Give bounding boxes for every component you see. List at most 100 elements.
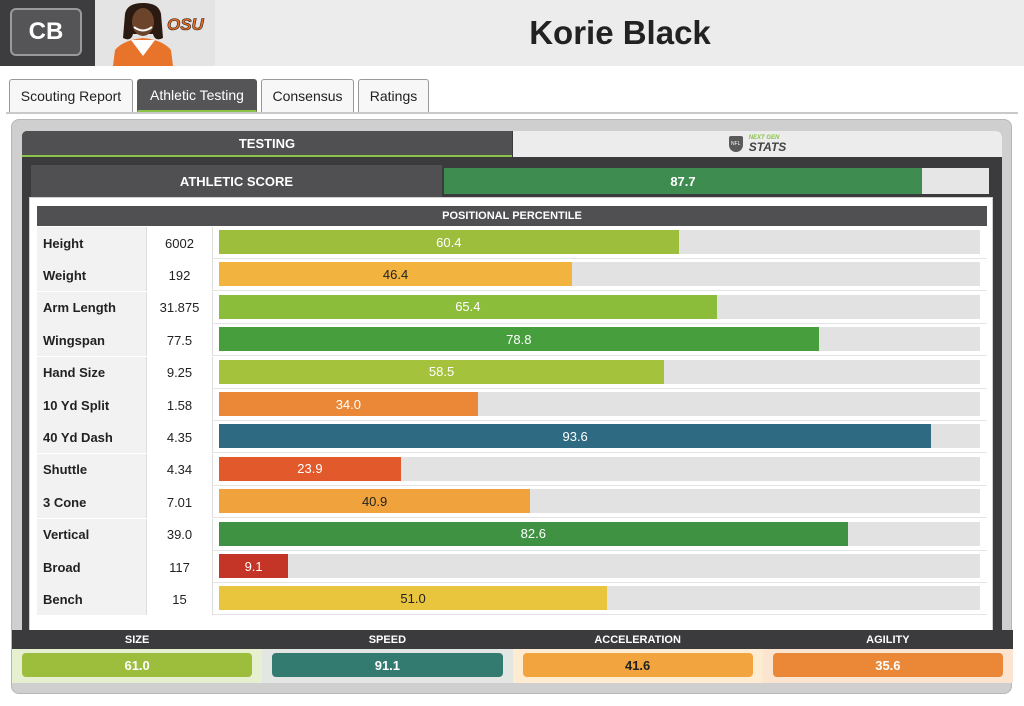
metric-row: Height 6002 60.4: [37, 227, 987, 259]
player-photo-image: [95, 0, 215, 66]
metric-name: Vertical: [37, 518, 147, 551]
summary-value: 61.0: [22, 653, 253, 677]
summary-header: SIZE SPEED ACCELERATION AGILITY: [12, 630, 1013, 649]
metric-row: 10 Yd Split 1.58 34.0: [37, 389, 987, 421]
percentile-bar: 93.6: [219, 424, 932, 449]
percentile-track: 23.9: [219, 456, 980, 481]
percentile-track: 60.4: [219, 230, 980, 254]
metric-value: 192: [147, 259, 213, 292]
percentile-bar: 78.8: [219, 327, 819, 352]
athletic-score-row: ATHLETIC SCORE 87.7: [31, 165, 989, 197]
metric-value: 4.34: [147, 453, 213, 486]
metric-row: Vertical 39.0 82.6: [37, 518, 987, 551]
testing-card: TESTING NFL NEXT GEN STATS ATHLETIC SCOR…: [22, 131, 1002, 643]
metric-row: Wingspan 77.5 78.8: [37, 324, 987, 357]
percentile-bar: 60.4: [219, 230, 679, 254]
metric-row: Arm Length 31.875 65.4: [37, 291, 987, 324]
metric-name: Weight: [37, 259, 147, 292]
ngs-small-text: NEXT GEN: [748, 135, 780, 141]
position-box: CB: [0, 0, 95, 66]
athletic-testing-panel: TESTING NFL NEXT GEN STATS ATHLETIC SCOR…: [11, 119, 1013, 694]
percentile-bar: 65.4: [219, 294, 717, 319]
metric-value: 9.25: [147, 356, 213, 389]
summary-value: 35.6: [772, 653, 1003, 677]
metric-name: Arm Length: [37, 291, 147, 324]
percentile-table: POSITIONAL PERCENTILE Height 6002 60.4 Weig…: [29, 197, 993, 632]
position-badge: CB: [10, 8, 82, 56]
percentile-bar: 9.1: [219, 554, 289, 578]
summary-cell: 61.0: [12, 649, 263, 683]
summary-row: 61.0 91.1 41.6 35.6: [12, 649, 1013, 683]
summary-value: 91.1: [272, 653, 503, 677]
metric-name: 3 Cone: [37, 486, 147, 519]
summary-cell: 35.6: [762, 649, 1013, 683]
percentile-bar: 23.9: [219, 456, 401, 481]
osu-logo-text: OSU: [167, 15, 205, 34]
subtab-testing[interactable]: TESTING: [22, 131, 512, 157]
main-tabs: Scouting Report Athletic Testing Consens…: [6, 74, 1018, 114]
metric-name: Hand Size: [37, 356, 147, 389]
metric-name: 10 Yd Split: [37, 389, 147, 421]
metric-row: 3 Cone 7.01 40.9: [37, 486, 987, 519]
tab-scouting-report[interactable]: Scouting Report: [9, 79, 133, 112]
percentile-track: 46.4: [219, 262, 980, 287]
summary-label: ACCELERATION: [594, 633, 681, 646]
metric-name: Wingspan: [37, 324, 147, 357]
percentile-track: 34.0: [219, 392, 980, 416]
player-header: CB OSU Korie Black: [0, 0, 1024, 66]
metric-name: 40 Yd Dash: [37, 421, 147, 454]
metric-value: 1.58: [147, 389, 213, 421]
athletic-score-track: 87.7: [444, 168, 989, 194]
nfl-shield-icon: NFL: [728, 136, 743, 152]
metric-value: 39.0: [147, 518, 213, 551]
summary-value: 41.6: [522, 653, 753, 677]
percentile-track: 9.1: [219, 554, 980, 578]
percentile-track: 51.0: [219, 586, 980, 611]
athletic-score-label: ATHLETIC SCORE: [31, 165, 442, 197]
metric-row: Weight 192 46.4: [37, 259, 987, 292]
percentile-track: 65.4: [219, 294, 980, 319]
summary-label: SIZE: [124, 633, 150, 646]
summary-label: SPEED: [368, 633, 407, 646]
percentile-track: 58.5: [219, 359, 980, 384]
metric-name: Height: [37, 227, 147, 259]
metric-row: 40 Yd Dash 4.35 93.6: [37, 421, 987, 454]
metric-value: 31.875: [147, 291, 213, 324]
player-name: Korie Black: [529, 14, 711, 51]
metric-value: 7.01: [147, 486, 213, 519]
summary-label: AGILITY: [866, 633, 910, 646]
percentile-track: 93.6: [219, 424, 980, 449]
percentile-track: 82.6: [219, 521, 980, 546]
tab-athletic-testing[interactable]: Athletic Testing: [137, 79, 257, 112]
percentile-bar: 58.5: [219, 359, 665, 384]
percentile-bar: 82.6: [219, 521, 848, 546]
percentile-bar: 51.0: [219, 586, 608, 611]
athletic-score-bar: 87.7: [444, 168, 922, 194]
metric-name: Broad: [37, 551, 147, 583]
next-gen-stats-logo: NEXT GEN STATS: [749, 135, 787, 153]
tab-ratings[interactable]: Ratings: [358, 79, 429, 112]
percentile-bar: 34.0: [219, 392, 478, 416]
metric-value: 77.5: [147, 324, 213, 357]
summary-cell: 91.1: [262, 649, 513, 683]
metric-row: Shuttle 4.34 23.9: [37, 453, 987, 486]
percentile-track: 40.9: [219, 489, 980, 514]
metric-name: Shuttle: [37, 453, 147, 486]
tab-consensus[interactable]: Consensus: [261, 79, 354, 112]
metric-row: Broad 117 9.1: [37, 551, 987, 583]
metric-row: Bench 15 51.0: [37, 583, 987, 616]
percentile-bar: 40.9: [219, 489, 531, 514]
subtab-next-gen-stats[interactable]: NFL NEXT GEN STATS: [513, 131, 1002, 157]
percentile-track: 78.8: [219, 327, 980, 352]
metric-name: Bench: [37, 583, 147, 616]
metric-value: 6002: [147, 227, 213, 259]
percentile-bar: 46.4: [219, 262, 573, 287]
ngs-big-text: STATS: [748, 140, 787, 154]
player-photo: OSU: [95, 0, 215, 66]
positional-percentile-header: POSITIONAL PERCENTILE: [37, 206, 987, 226]
metric-value: 15: [147, 583, 213, 616]
osu-logo-icon: OSU: [167, 15, 205, 35]
metric-value: 4.35: [147, 421, 213, 454]
summary-cell: 41.6: [512, 649, 763, 683]
metric-value: 117: [147, 551, 213, 583]
